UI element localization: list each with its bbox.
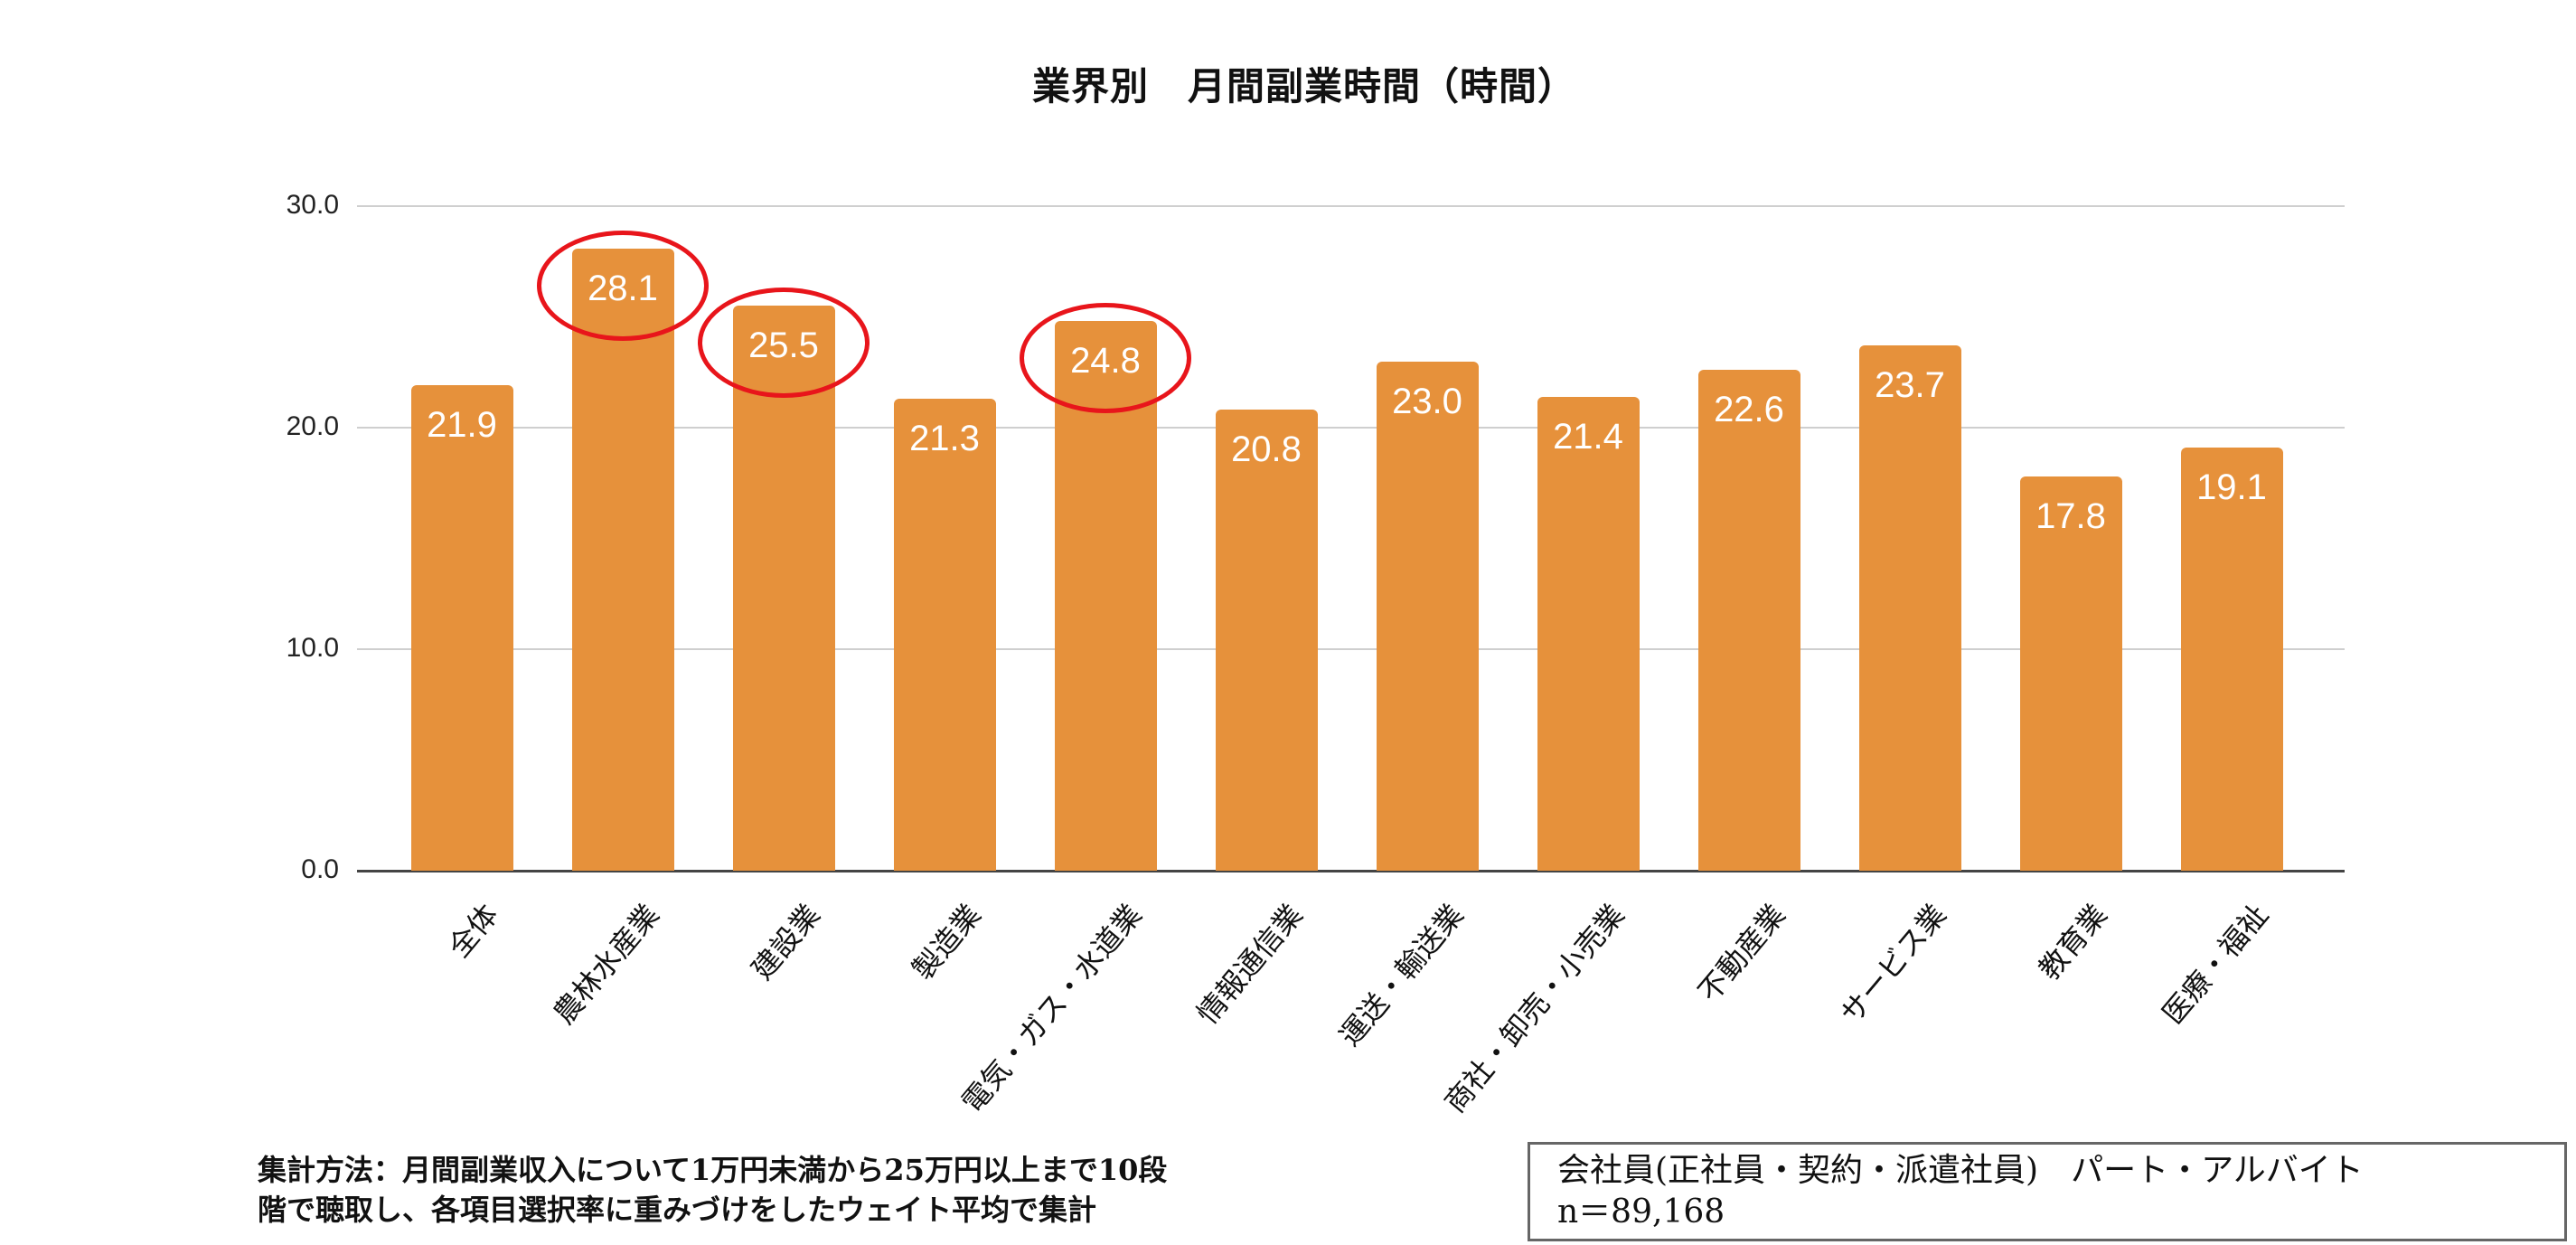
x-axis-line	[357, 870, 2345, 872]
gridline	[357, 648, 2345, 650]
x-tick-label: 製造業	[905, 897, 988, 986]
chart-title: 業界別 月間副業時間（時間）	[1031, 64, 1576, 108]
bar-9	[1697, 370, 1800, 871]
x-tick-label: 運送・輸送業	[1332, 897, 1471, 1053]
method-note-line-2: 階で聴取し、各項目選択率に重みづけをしたウェイト平均で集計	[258, 1193, 1097, 1227]
x-tick-label: 医療・福祉	[2155, 897, 2275, 1031]
bar-6	[1215, 410, 1318, 871]
bar-value-label: 23.0	[1392, 381, 1462, 421]
bar-3	[732, 306, 835, 871]
sample-info-box: 会社員(正社員・契約・派遣社員) パート・アルバイト n＝89,168	[1528, 1142, 2567, 1241]
x-tick-label: 農林水産業	[546, 897, 666, 1031]
bar-1	[410, 385, 513, 871]
y-tick-label: 0.0	[301, 854, 339, 884]
sample-info-respondents: 会社員(正社員・契約・派遣社員) パート・アルバイト	[1557, 1152, 2364, 1189]
x-tick-label: 情報通信業	[1189, 897, 1310, 1031]
y-tick-label: 30.0	[286, 190, 339, 220]
bar-12	[2180, 448, 2283, 871]
bar-value-label: 20.8	[1231, 429, 1302, 470]
bar-value-label: 23.7	[1875, 365, 1945, 406]
bar-2	[571, 248, 674, 871]
bar-value-label: 19.1	[2196, 467, 2267, 508]
bar-11	[2019, 476, 2122, 871]
sample-info-count: n＝89,168	[1557, 1193, 1725, 1231]
bar-7	[1376, 361, 1479, 871]
y-tick-label: 20.0	[286, 411, 339, 441]
gridline	[357, 427, 2345, 429]
bar-value-label: 17.8	[2035, 495, 2106, 536]
bar-value-label: 21.9	[427, 405, 497, 446]
method-note: 集計方法：月間副業収入について1万円未満から25万円以上まで10段 階で聴取し、…	[258, 1150, 1167, 1230]
highlight-ellipse	[1020, 303, 1191, 414]
method-note-line-1: 集計方法：月間副業収入について1万円未満から25万円以上まで10段	[258, 1153, 1168, 1187]
x-tick-label: 全体	[441, 897, 505, 965]
x-tick-label: 建設業	[744, 897, 827, 986]
bar-value-label: 21.3	[909, 419, 980, 459]
y-tick-label: 10.0	[286, 633, 339, 663]
gridline	[357, 205, 2345, 207]
bar-value-label: 21.4	[1553, 416, 1623, 457]
x-tick-label: 不動産業	[1691, 897, 1792, 1009]
highlight-ellipse	[698, 288, 870, 399]
bar-10	[1858, 345, 1961, 871]
x-tick-label: 教育業	[2031, 897, 2114, 986]
bar-4	[893, 399, 996, 871]
bar-value-label: 22.6	[1714, 390, 1784, 430]
highlight-ellipse	[537, 230, 709, 341]
x-tick-label: サービス業	[1833, 897, 1953, 1031]
bar-8	[1537, 396, 1640, 871]
